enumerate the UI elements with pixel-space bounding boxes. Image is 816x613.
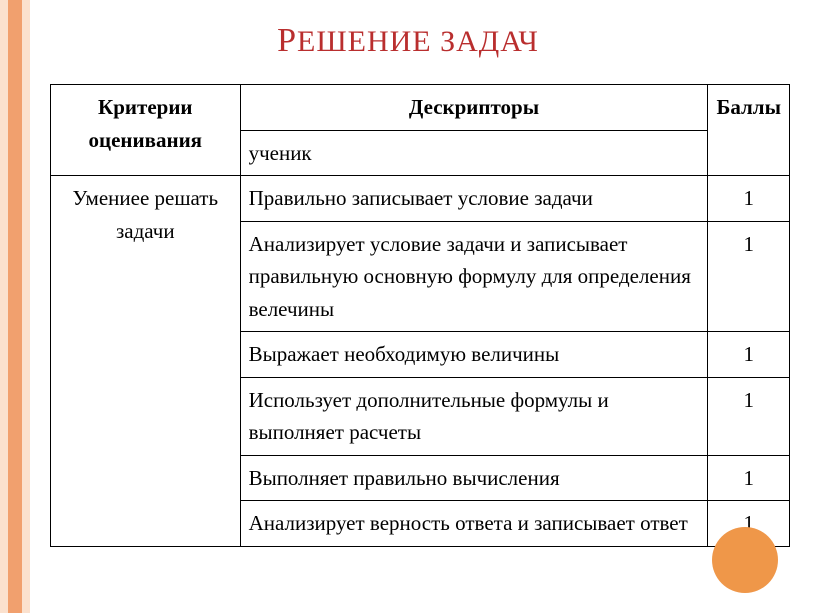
header-criteria: Критерии оценивания bbox=[51, 85, 241, 176]
descriptor-cell: Использует дополнительные формулы и выпо… bbox=[240, 377, 708, 455]
page-title: РЕШЕНИЕ ЗАДАЧ bbox=[0, 22, 816, 60]
header-points: Баллы bbox=[708, 85, 790, 176]
criterion-cell: Умениее решать задачи bbox=[51, 176, 241, 547]
descriptor-cell: Выражает необходимую величины bbox=[240, 332, 708, 378]
table-row: Умениее решать задачи Правильно записыва… bbox=[51, 176, 790, 222]
score-cell: 1 bbox=[708, 332, 790, 378]
score-cell: 1 bbox=[708, 176, 790, 222]
header-descriptors: Дескрипторы bbox=[240, 85, 708, 131]
decor-circle-icon bbox=[712, 527, 778, 593]
decor-stripe-inner bbox=[8, 0, 22, 613]
score-cell: 1 bbox=[708, 455, 790, 501]
score-cell: 1 bbox=[708, 377, 790, 455]
descriptor-cell: Выполняет правильно вычисления bbox=[240, 455, 708, 501]
subheader-student: ученик bbox=[240, 130, 708, 176]
descriptor-cell: Анализирует условие задачи и записывает … bbox=[240, 221, 708, 332]
title-rest: ЕШЕНИЕ ЗАДАЧ bbox=[297, 25, 539, 58]
rubric-table: Критерии оценивания Дескрипторы Баллы уч… bbox=[50, 84, 790, 547]
descriptor-cell: Правильно записывает условие задачи bbox=[240, 176, 708, 222]
score-cell: 1 bbox=[708, 221, 790, 332]
table-header-row: Критерии оценивания Дескрипторы Баллы bbox=[51, 85, 790, 131]
title-first-letter: Р bbox=[277, 22, 297, 59]
descriptor-cell: Анализирует верность ответа и записывает… bbox=[240, 501, 708, 547]
